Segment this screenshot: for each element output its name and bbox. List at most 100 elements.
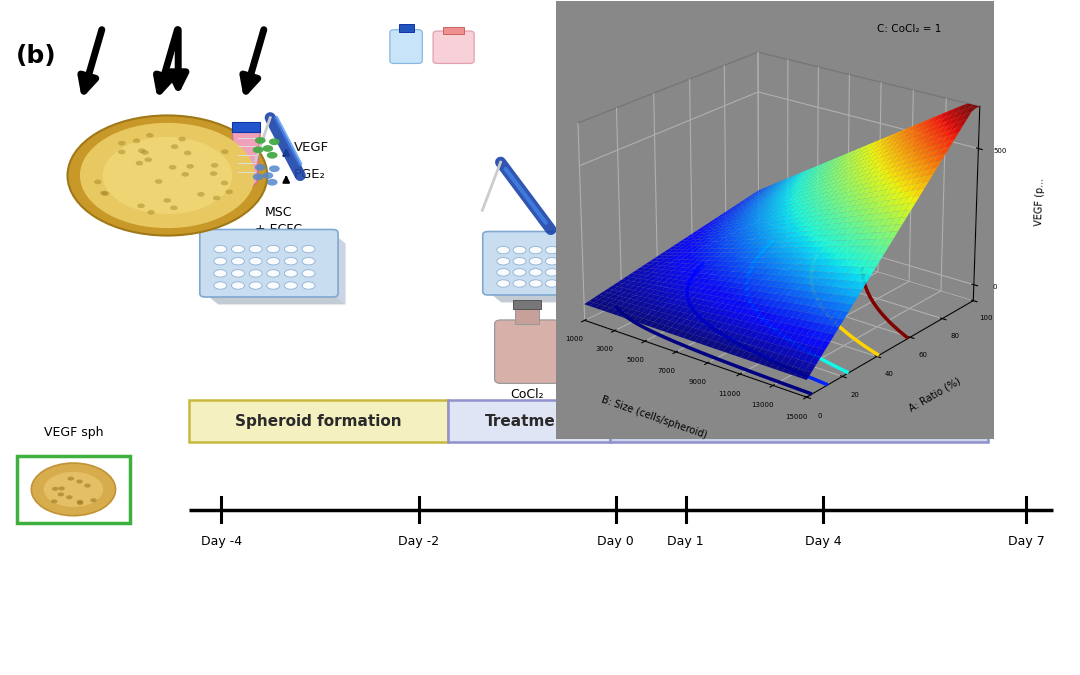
Ellipse shape <box>231 270 244 277</box>
Polygon shape <box>488 292 620 302</box>
Ellipse shape <box>214 258 227 265</box>
Bar <box>610 400 988 442</box>
Y-axis label: A: Ratio (%): A: Ratio (%) <box>907 376 962 414</box>
Ellipse shape <box>302 258 315 265</box>
Ellipse shape <box>133 138 140 143</box>
Ellipse shape <box>213 196 220 200</box>
Ellipse shape <box>249 258 262 265</box>
Ellipse shape <box>739 250 753 258</box>
Ellipse shape <box>267 270 280 277</box>
FancyBboxPatch shape <box>859 234 885 259</box>
Ellipse shape <box>267 246 280 252</box>
Ellipse shape <box>231 282 244 289</box>
Ellipse shape <box>118 150 125 155</box>
Text: C: CoCl₂ = 1: C: CoCl₂ = 1 <box>877 24 941 34</box>
Ellipse shape <box>226 190 233 194</box>
Ellipse shape <box>138 148 146 153</box>
Ellipse shape <box>100 191 108 196</box>
Ellipse shape <box>545 246 558 254</box>
Ellipse shape <box>253 173 264 180</box>
FancyBboxPatch shape <box>852 268 958 286</box>
Ellipse shape <box>739 269 753 277</box>
FancyBboxPatch shape <box>694 216 805 287</box>
Polygon shape <box>333 233 346 304</box>
Ellipse shape <box>708 269 723 277</box>
Ellipse shape <box>253 146 264 153</box>
Ellipse shape <box>529 258 542 265</box>
Ellipse shape <box>44 472 104 507</box>
Text: MSC
± ECFC: MSC ± ECFC <box>255 206 302 236</box>
Ellipse shape <box>146 133 153 138</box>
Ellipse shape <box>51 500 57 504</box>
Text: VEGF sph: VEGF sph <box>43 426 104 439</box>
Text: Day -4: Day -4 <box>201 535 242 548</box>
Text: (b): (b) <box>16 44 57 68</box>
Ellipse shape <box>769 231 782 239</box>
Ellipse shape <box>31 463 116 516</box>
Ellipse shape <box>284 270 297 277</box>
Ellipse shape <box>178 137 186 142</box>
Ellipse shape <box>255 164 266 171</box>
Text: Day -2: Day -2 <box>399 535 440 548</box>
Ellipse shape <box>562 246 575 254</box>
Ellipse shape <box>255 137 266 144</box>
Ellipse shape <box>529 269 542 276</box>
Polygon shape <box>232 132 260 192</box>
Ellipse shape <box>262 172 273 179</box>
Bar <box>17 456 130 523</box>
Ellipse shape <box>220 181 228 186</box>
Ellipse shape <box>66 495 72 500</box>
Ellipse shape <box>58 487 65 491</box>
Ellipse shape <box>267 152 278 159</box>
Ellipse shape <box>171 144 178 149</box>
Ellipse shape <box>214 282 227 289</box>
Bar <box>232 122 260 132</box>
Ellipse shape <box>545 280 558 288</box>
Ellipse shape <box>231 258 244 265</box>
Ellipse shape <box>302 282 315 289</box>
Bar <box>515 309 539 324</box>
FancyBboxPatch shape <box>390 30 422 63</box>
Ellipse shape <box>497 280 510 288</box>
Ellipse shape <box>578 246 591 254</box>
Text: CoCl₂: CoCl₂ <box>510 388 544 401</box>
Ellipse shape <box>513 258 526 265</box>
Ellipse shape <box>739 231 753 239</box>
Ellipse shape <box>545 269 558 276</box>
Ellipse shape <box>269 138 280 145</box>
Ellipse shape <box>137 203 145 208</box>
Ellipse shape <box>497 258 510 265</box>
Bar <box>443 27 464 34</box>
Ellipse shape <box>249 282 262 289</box>
FancyBboxPatch shape <box>893 207 927 273</box>
Ellipse shape <box>284 246 297 252</box>
Text: Spheroid formation: Spheroid formation <box>235 414 402 429</box>
Ellipse shape <box>198 192 205 196</box>
FancyBboxPatch shape <box>433 31 474 63</box>
Text: PGE₂: PGE₂ <box>294 167 326 181</box>
Ellipse shape <box>57 492 64 496</box>
FancyBboxPatch shape <box>200 230 338 297</box>
FancyBboxPatch shape <box>495 320 559 383</box>
Ellipse shape <box>302 246 315 252</box>
FancyArrowPatch shape <box>81 30 102 91</box>
FancyBboxPatch shape <box>859 223 908 240</box>
Ellipse shape <box>562 269 575 276</box>
Text: Culture/Collection: Culture/Collection <box>723 414 876 429</box>
Ellipse shape <box>249 270 262 277</box>
Text: Day 0: Day 0 <box>597 535 634 548</box>
Ellipse shape <box>545 258 558 265</box>
Text: Day 4: Day 4 <box>805 535 841 548</box>
Ellipse shape <box>77 479 83 483</box>
Ellipse shape <box>231 246 244 252</box>
Bar <box>189 400 448 442</box>
Ellipse shape <box>77 500 83 504</box>
Text: Day 1: Day 1 <box>667 535 704 548</box>
Ellipse shape <box>77 501 83 505</box>
Ellipse shape <box>578 280 591 288</box>
Ellipse shape <box>269 165 280 172</box>
Ellipse shape <box>284 258 297 265</box>
Ellipse shape <box>118 141 125 146</box>
Ellipse shape <box>211 163 218 167</box>
FancyArrowPatch shape <box>157 30 177 91</box>
